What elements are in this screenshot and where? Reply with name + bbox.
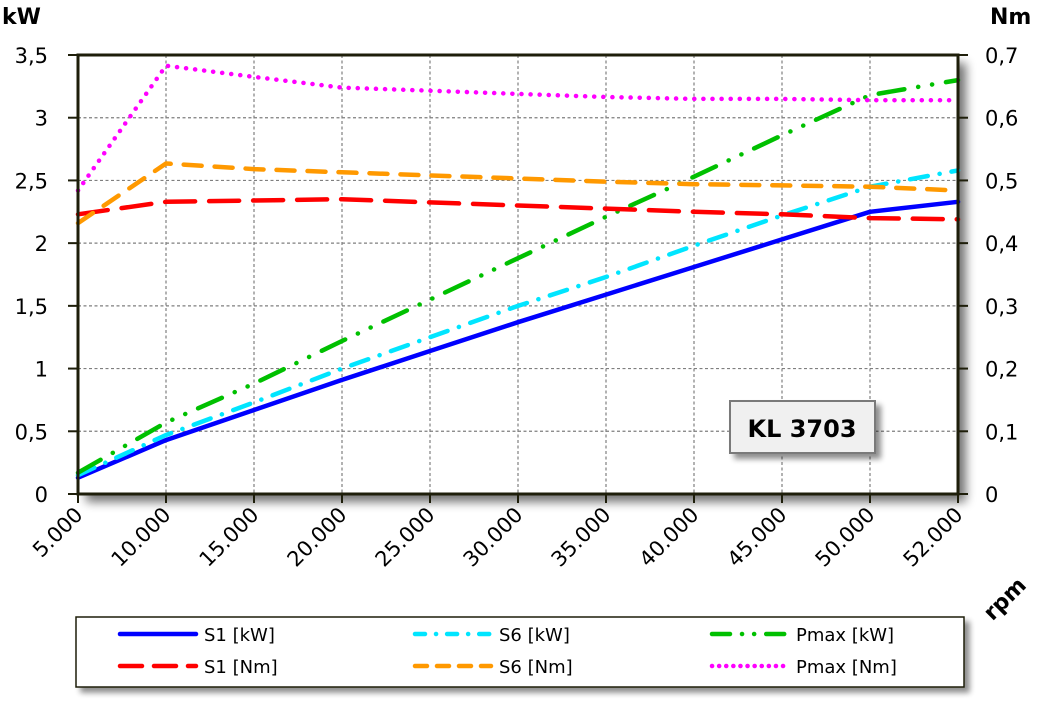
legend-label: S6 [Nm] (499, 657, 573, 678)
x-tick-label: 10.000 (107, 503, 176, 572)
series-pmax-nm (75, 63, 961, 193)
left-tick-label: 0 (35, 483, 48, 507)
series-pmax-kw (75, 77, 961, 475)
legend-item: S6 [kW] (412, 625, 570, 646)
left-tick-label: 0,5 (15, 420, 48, 444)
left-axis-unit: kW (2, 5, 41, 30)
legend-item: Pmax [kW] (709, 625, 894, 646)
left-axis-labels: 0 0,5 1 1,5 2 2,5 3 3,5 (15, 44, 48, 507)
axis-ticks (68, 54, 968, 503)
x-tick-label: 20.000 (283, 503, 352, 572)
series-s6-nm (75, 161, 961, 226)
x-tick-label: 40.000 (635, 503, 704, 572)
legend-label: Pmax [Nm] (796, 657, 897, 678)
model-badge-label: KL 3703 (747, 415, 856, 443)
legend-item: Pmax [Nm] (709, 657, 897, 678)
x-tick-label: 45.000 (723, 503, 792, 572)
series-s1-kw (75, 199, 961, 480)
legend-label: S1 [Nm] (204, 657, 278, 678)
right-axis-unit: Nm (990, 5, 1031, 30)
model-badge (729, 400, 876, 454)
right-tick-label: 0,6 (985, 107, 1018, 131)
right-tick-label: 0 (985, 483, 998, 507)
right-tick-label: 0,2 (985, 358, 1018, 382)
left-tick-label: 2,5 (15, 169, 48, 193)
left-tick-label: 1,5 (15, 295, 48, 319)
x-tick-label: 50.000 (811, 503, 880, 572)
series-s6-kw (75, 168, 961, 478)
series-s1-nm (75, 196, 961, 222)
x-tick-label: 25.000 (371, 503, 440, 572)
left-tick-label: 2 (35, 232, 48, 256)
right-tick-label: 0,7 (985, 44, 1018, 68)
left-tick-label: 3 (35, 107, 48, 131)
legend-label: S6 [kW] (499, 625, 570, 646)
legend-item: S1 [Nm] (117, 657, 278, 678)
series-layer (75, 63, 961, 480)
x-tick-label: 15.000 (195, 503, 264, 572)
right-axis-labels: 0 0,1 0,2 0,3 0,4 0,5 0,6 0,7 (985, 44, 1018, 507)
legend-item: S1 [kW] (117, 625, 275, 646)
grid-lines (78, 55, 958, 494)
legend-label: Pmax [kW] (796, 625, 894, 646)
left-tick-label: 1 (35, 358, 48, 382)
right-tick-label: 0,3 (985, 295, 1018, 319)
x-tick-label: 35.000 (547, 503, 616, 572)
x-axis-labels: 5.000 10.000 15.000 20.000 25.000 30.000 35.00… (28, 503, 967, 572)
legend-label: S1 [kW] (204, 625, 275, 646)
right-tick-label: 0,1 (985, 420, 1018, 444)
right-tick-label: 0,4 (985, 232, 1018, 256)
right-tick-label: 0,5 (985, 169, 1018, 193)
legend: S1 [kW] S6 [kW] Pmax [kW] S1 [Nm] S6 [Nm] Pma… (75, 616, 965, 688)
x-tick-label: 52.000 (899, 503, 968, 572)
legend-item: S6 [Nm] (412, 657, 573, 678)
x-tick-label: 5.000 (28, 503, 87, 562)
left-tick-label: 3,5 (15, 44, 48, 68)
x-tick-label: 30.000 (459, 503, 528, 572)
x-axis-unit: rpm (979, 573, 1032, 626)
